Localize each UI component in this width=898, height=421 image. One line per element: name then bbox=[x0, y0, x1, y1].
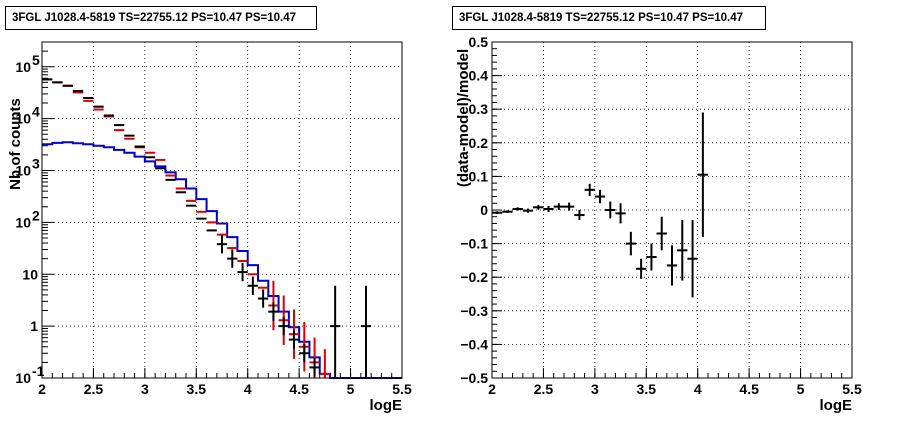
y-tick-label: 0.1 bbox=[469, 168, 489, 184]
y-tick-label: 10 bbox=[15, 214, 31, 230]
plot-frame bbox=[41, 41, 403, 379]
y-tick-label: 0.5 bbox=[469, 34, 489, 50]
x-tick-label: 5.5 bbox=[842, 381, 862, 397]
y-tick-label: 0.2 bbox=[469, 135, 489, 151]
y-tick-exponent: 2 bbox=[32, 207, 40, 223]
x-tick-label: 2.5 bbox=[84, 381, 104, 397]
y-tick-label: −0.5 bbox=[460, 370, 488, 386]
x-tick-label: 3 bbox=[591, 381, 599, 397]
x-tick-label: 5 bbox=[797, 381, 805, 397]
x-tick-label: 2.5 bbox=[534, 381, 554, 397]
x-tick-label: 2 bbox=[488, 381, 496, 397]
y-tick-label: 10 bbox=[15, 370, 31, 386]
y-tick-exponent: 3 bbox=[32, 156, 40, 172]
y-tick-label: −0.4 bbox=[460, 336, 488, 352]
y-axis-label: Nb of counts bbox=[7, 98, 24, 190]
model-step-line bbox=[42, 141, 402, 379]
plot-frame bbox=[491, 41, 853, 379]
x-tick-label: 4 bbox=[694, 381, 702, 397]
right-chart-title: 3FGL J1028.4-5819 TS=22755.12 PS=10.47 P… bbox=[452, 6, 766, 30]
left-chart-title: 3FGL J1028.4-5819 TS=22755.12 PS=10.47 P… bbox=[5, 6, 317, 30]
y-tick-label: −0.1 bbox=[460, 236, 488, 252]
x-tick-label: 3.5 bbox=[187, 381, 207, 397]
y-tick-label: 10 bbox=[22, 266, 38, 282]
y-axis-label: (data-model)/model bbox=[455, 49, 472, 187]
x-tick-label: 3 bbox=[141, 381, 149, 397]
y-tick-label: 10 bbox=[15, 163, 31, 179]
y-tick-label: −0.3 bbox=[460, 303, 488, 319]
y-tick-exponent: -1 bbox=[32, 363, 45, 379]
y-tick-label: −0.2 bbox=[460, 269, 488, 285]
x-tick-label: 2 bbox=[38, 381, 46, 397]
y-tick-label: 10 bbox=[15, 59, 31, 75]
x-tick-label: 5 bbox=[347, 381, 355, 397]
y-tick-label: 0.3 bbox=[469, 101, 489, 117]
x-tick-label: 4.5 bbox=[289, 381, 309, 397]
x-axis-label: logE bbox=[820, 397, 853, 414]
y-tick-exponent: 4 bbox=[32, 104, 40, 120]
x-tick-label: 4 bbox=[244, 381, 252, 397]
x-tick-label: 4.5 bbox=[739, 381, 759, 397]
y-tick-label: 0 bbox=[480, 202, 488, 218]
y-tick-label: 0.4 bbox=[469, 68, 489, 84]
y-tick-label: 10 bbox=[15, 111, 31, 127]
x-tick-label: 5.5 bbox=[392, 381, 412, 397]
y-tick-exponent: 5 bbox=[32, 52, 40, 68]
x-axis-label: logE bbox=[370, 397, 403, 414]
y-tick-label: 1 bbox=[30, 318, 38, 334]
x-tick-label: 3.5 bbox=[637, 381, 657, 397]
